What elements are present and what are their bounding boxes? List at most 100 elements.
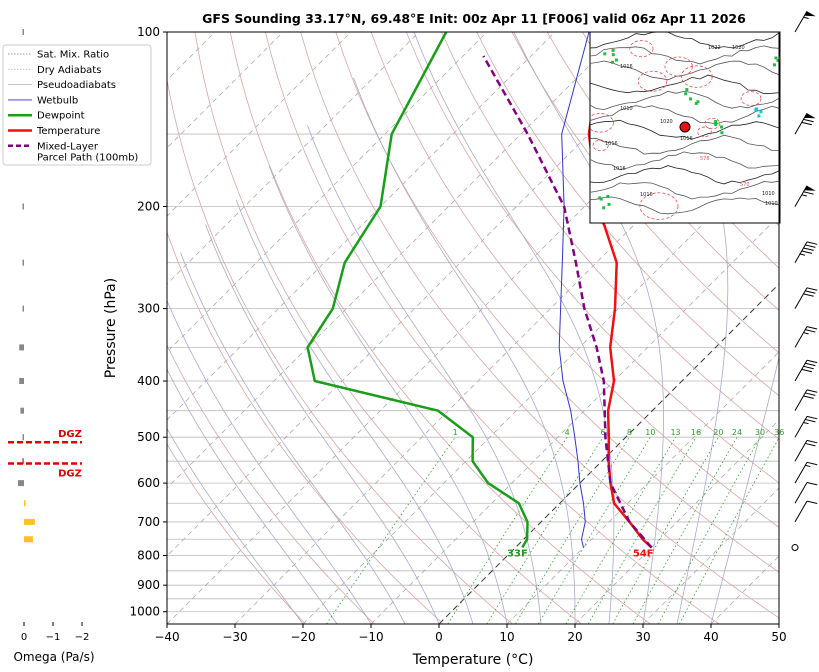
mixing-ratio-line bbox=[326, 436, 456, 624]
precip-patch bbox=[684, 92, 688, 96]
y-tick-label: 300 bbox=[137, 302, 160, 316]
isobar-contour bbox=[590, 165, 780, 185]
y-tick-label: 900 bbox=[137, 578, 160, 592]
isobar-contour bbox=[590, 74, 780, 95]
x-tick-label: 10 bbox=[499, 630, 514, 644]
moist-adiabat-line bbox=[710, 355, 779, 624]
barb-full bbox=[806, 389, 818, 393]
dgz-label: DGZ bbox=[58, 429, 82, 440]
barb-full bbox=[806, 415, 818, 420]
legend-label: Sat. Mix. Ratio bbox=[37, 50, 109, 61]
barb-full bbox=[801, 250, 813, 254]
omega-bar bbox=[24, 500, 26, 507]
wetbulb-line bbox=[558, 32, 590, 548]
barb-flag bbox=[804, 185, 816, 191]
legend-label-line: Wetbulb bbox=[37, 95, 78, 106]
dry-adiabat-line bbox=[546, 32, 779, 311]
barb-full bbox=[806, 241, 818, 245]
legend-label: Pseudoadiabats bbox=[37, 80, 116, 91]
omega-bar bbox=[22, 203, 24, 210]
dry-adiabat-line bbox=[167, 77, 513, 624]
thickness-contour bbox=[697, 126, 712, 138]
barb-staff bbox=[794, 241, 808, 263]
omega-bar bbox=[22, 434, 24, 441]
dry-adiabat-line bbox=[511, 32, 779, 354]
barb-full bbox=[805, 442, 816, 447]
mixing-ratio-line bbox=[612, 436, 719, 624]
x-tick-label: 50 bbox=[771, 630, 786, 644]
isobar-contour bbox=[590, 119, 780, 140]
barb-full bbox=[803, 395, 814, 399]
omega-bar bbox=[22, 29, 24, 35]
y-tick-label: 800 bbox=[137, 549, 160, 563]
inset-map: 1022 1020 1016 1016 1010 1016 1020 1016 570 576 10… bbox=[589, 31, 781, 224]
legend-label: Temperature bbox=[36, 126, 100, 137]
dry-adiabat-line bbox=[167, 443, 306, 624]
mixing-ratio-line bbox=[447, 436, 568, 624]
thickness-contour bbox=[740, 91, 762, 106]
dry-adiabat-line bbox=[335, 32, 779, 573]
barb-full bbox=[801, 368, 813, 373]
precip-patch bbox=[603, 52, 607, 56]
isotherm-line bbox=[370, 215, 779, 624]
chart-title: GFS Sounding 33.17°N, 69.48°E Init: 00z … bbox=[202, 11, 746, 26]
mixing-ratio-line bbox=[515, 436, 630, 624]
mixing-ratio-line bbox=[658, 437, 761, 624]
wind-barb bbox=[794, 415, 818, 438]
y-tick-label: 700 bbox=[137, 515, 160, 529]
inset-map-label: 1010 bbox=[765, 201, 778, 207]
legend-label-line: Pseudoadiabats bbox=[37, 80, 116, 91]
mixing-ratio-label: 20 bbox=[713, 428, 723, 437]
x-tick-label: 30 bbox=[635, 630, 650, 644]
wind-barb bbox=[794, 287, 818, 309]
precip-patch bbox=[714, 122, 718, 126]
barb-full bbox=[803, 365, 814, 370]
mixing-ratio-label: 6 bbox=[600, 428, 605, 437]
barb-staff bbox=[794, 359, 808, 382]
barb-half bbox=[801, 194, 807, 197]
inset-map-label: 1016 bbox=[680, 136, 693, 142]
moist-adiabat-line bbox=[513, 32, 664, 624]
omega-bar bbox=[22, 305, 24, 312]
barb-full bbox=[805, 290, 816, 294]
barb-staff bbox=[794, 389, 808, 411]
dry-adiabat-line bbox=[167, 344, 375, 624]
y-tick-label: 200 bbox=[137, 200, 160, 214]
omega-tick-label: −1 bbox=[46, 632, 61, 643]
wind-barb bbox=[794, 439, 818, 462]
precip-patch bbox=[759, 110, 763, 114]
isotherm-line bbox=[167, 32, 352, 217]
omega-bar bbox=[24, 536, 33, 543]
barb-full bbox=[801, 121, 813, 126]
omega-tick-label: −2 bbox=[75, 632, 90, 643]
y-tick-label: 100 bbox=[137, 25, 160, 39]
thickness-contour bbox=[639, 192, 679, 220]
surface-dewpoint-label: 33F bbox=[507, 548, 528, 559]
dry-adiabat-line bbox=[194, 32, 582, 624]
barb-flag bbox=[804, 11, 816, 17]
barb-full bbox=[806, 500, 818, 505]
isobar-contour bbox=[590, 180, 780, 200]
isotherm-line bbox=[167, 32, 284, 149]
precip-patch bbox=[611, 48, 615, 52]
barb-full bbox=[803, 118, 814, 123]
y-tick-label: 500 bbox=[137, 430, 160, 444]
omega-bar bbox=[19, 378, 24, 385]
moist-adiabat-line bbox=[167, 427, 304, 624]
wind-barb bbox=[794, 359, 818, 382]
wind-barb bbox=[791, 544, 799, 552]
barb-full bbox=[806, 481, 818, 486]
x-axis-label: Temperature (°C) bbox=[412, 652, 534, 668]
inset-map-label: 1010 bbox=[620, 106, 633, 112]
legend-label-line: Temperature bbox=[36, 126, 100, 137]
barb-staff bbox=[794, 440, 808, 462]
barb-full bbox=[806, 359, 818, 364]
precip-patch bbox=[773, 63, 777, 67]
mixing-ratio-label: 24 bbox=[732, 428, 742, 437]
precip-patch bbox=[689, 97, 693, 101]
series-layer bbox=[306, 32, 653, 549]
inset-map-label: 1016 bbox=[605, 141, 618, 147]
legend-label: Dewpoint bbox=[37, 111, 85, 122]
wind-barb bbox=[794, 461, 818, 484]
thickness-contour bbox=[637, 70, 668, 92]
